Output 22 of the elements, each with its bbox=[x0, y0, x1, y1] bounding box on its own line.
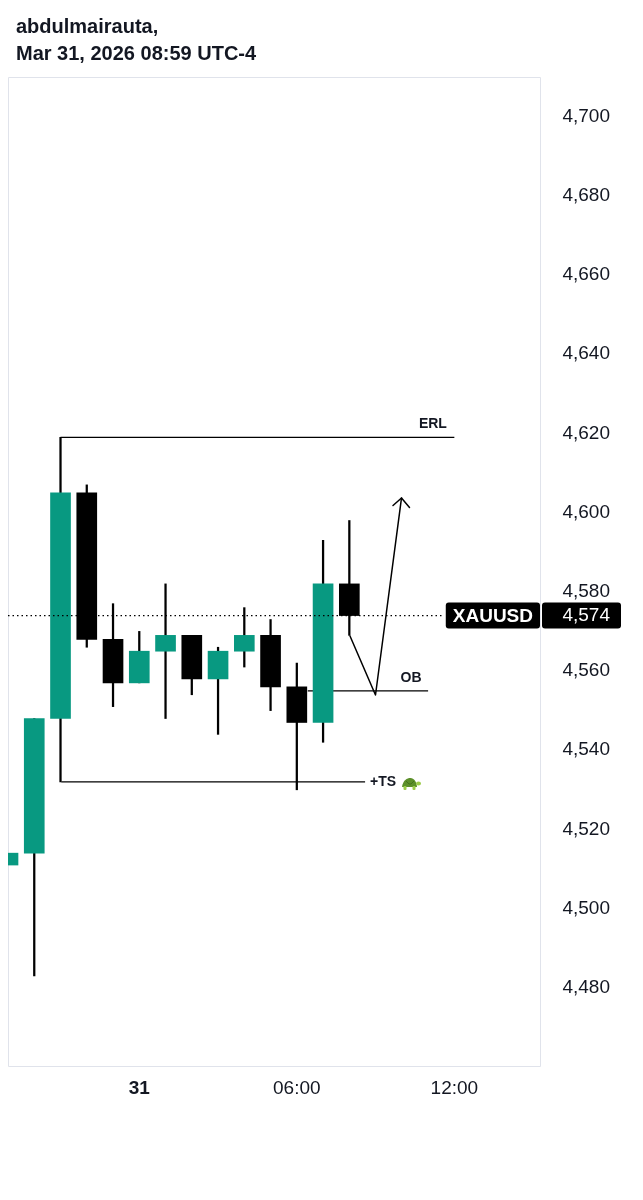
y-tick-label: 4,580 bbox=[562, 580, 610, 602]
y-tick-label: 4,660 bbox=[562, 263, 610, 285]
y-tick-label: 4,680 bbox=[562, 184, 610, 206]
annotation: +TS bbox=[370, 772, 397, 789]
y-tick-label: 4,600 bbox=[562, 500, 610, 522]
x-tick-label: 31 bbox=[128, 1076, 151, 1098]
y-tick-label: 4,500 bbox=[562, 896, 610, 918]
y-tick-label: 4,520 bbox=[562, 817, 610, 839]
y-tick-label: 4,620 bbox=[562, 421, 610, 443]
y-tick-label: 4,700 bbox=[562, 104, 610, 126]
x-tick-label: 12:00 bbox=[430, 1076, 479, 1098]
text: abdulmairauta, bbox=[16, 14, 160, 39]
y-tick-label: 4,560 bbox=[562, 659, 610, 681]
annotation: ERL bbox=[418, 415, 448, 432]
y-tick-label: 4,640 bbox=[562, 342, 610, 364]
ref-line-label: XAUUSD bbox=[452, 604, 533, 626]
annotation: OB bbox=[400, 668, 422, 685]
text: Mar 31, 2026 08:59 UTC-4 bbox=[16, 41, 258, 66]
x-tick-label: 06:00 bbox=[273, 1076, 321, 1098]
y-tick-label: 4,540 bbox=[562, 738, 610, 760]
y-tick-label: 4,480 bbox=[562, 976, 610, 998]
y-tick-label: 4,574 bbox=[562, 603, 611, 625]
